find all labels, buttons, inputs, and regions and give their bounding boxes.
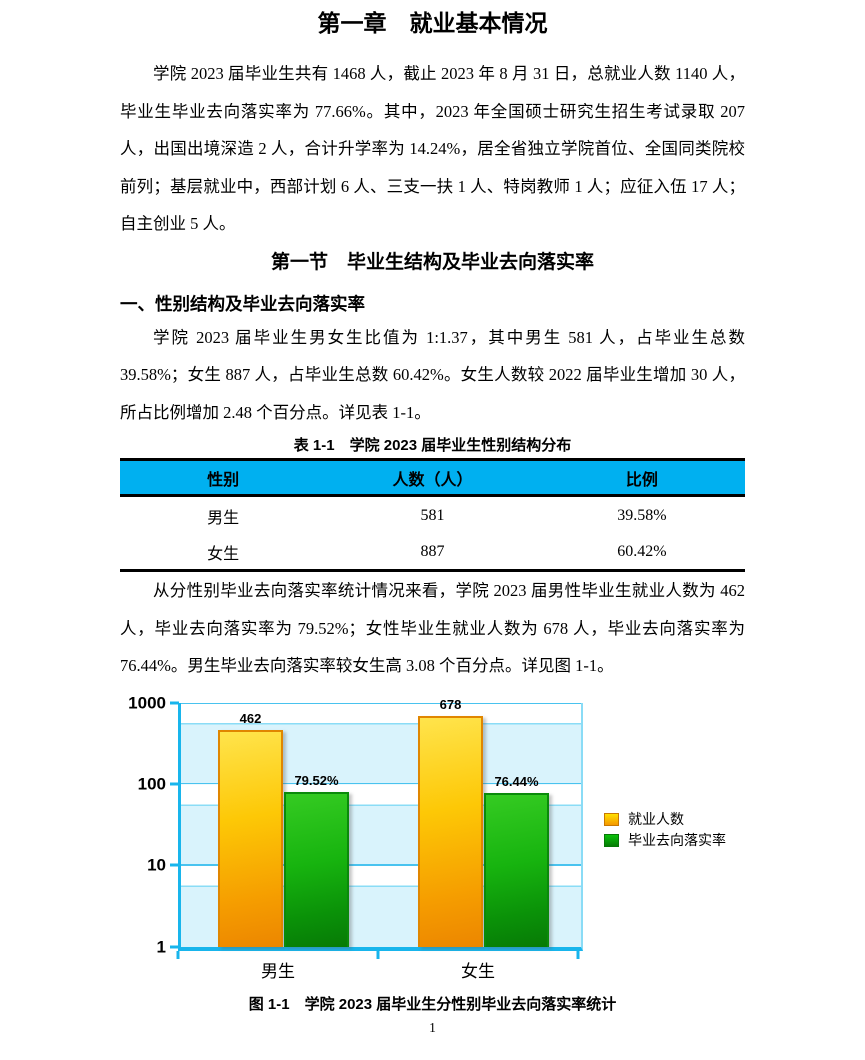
header-cell-count: 人数（人） [392,472,473,489]
y-tick-mark [170,701,179,704]
x-axis-label: 男生 [261,961,295,981]
table-cell: 39.58% [617,507,667,524]
gridline [181,702,581,704]
table-cell: 男生 [207,510,240,527]
table-cell: 887 [420,543,445,560]
y-tick-label: 10 [147,855,166,875]
chart-plot: 462 79.52% 678 76.44% [178,697,583,951]
bar-group-男生: 462 79.52% [181,703,381,947]
table-caption: 表 1-1 学院 2023 届毕业生性别结构分布 [293,437,572,454]
legend-label: 毕业去向落实率 [628,832,726,848]
y-tick-mark [170,945,179,948]
figure-1-1-chart: 1000 100 10 1 462 79.52% 678 76.44% 男生 女生 就业人数毕… [120,691,745,985]
bar-女生-就业人数 [418,716,483,947]
chart-legend: 就业人数毕业去向落实率 [604,809,726,851]
gridline [181,782,581,785]
bar-value-label: 462 [239,710,262,726]
legend-swatch-green [604,833,619,847]
y-tick-label: 1000 [128,693,166,712]
bar-group-女生: 678 76.44% [381,697,581,947]
subsection-title: 一、性别结构及毕业去向落实率 [120,293,365,314]
x-axis-labels: 男生 女生 [178,957,578,981]
bar-value-label: 678 [439,697,462,713]
bar-男生-就业人数 [218,729,283,947]
table-row: 女生 887 60.42% [120,533,745,571]
header-cell-gender: 性别 [207,472,240,489]
bar-value-label: 76.44% [494,774,539,790]
figure-caption: 图 1-1 学院 2023 届毕业生分性别毕业去向落实率统计 [248,995,617,1013]
x-axis-label: 女生 [461,961,495,981]
legend-swatch-orange [604,812,619,826]
gender-structure-table: 性别 人数（人） 比例 男生 581 39.58% 女生 887 60.42% [120,458,745,572]
table-header-row: 性别 人数（人） 比例 [120,459,745,496]
table-row: 男生 581 39.58% [120,496,745,534]
report-page: 第一章 就业基本情况 学院 2023 届毕业生共有 1468 人，截止 2023… [120,10,745,1013]
table-cell: 女生 [207,546,240,563]
legend-label: 就业人数 [628,811,684,827]
y-tick-label: 1 [156,937,166,956]
bar-value-label: 79.52% [294,772,339,788]
y-tick-mark [170,863,179,867]
table-cell: 581 [420,507,445,524]
legend-item: 毕业去向落实率 [604,830,726,851]
y-tick-mark [170,782,179,786]
gridline [181,864,581,866]
x-tick-mark [376,950,380,959]
page-number: 1 [429,1020,436,1035]
x-tick-mark [576,950,580,959]
x-axis-ticks [176,950,580,959]
paragraph-overview: 学院 2023 届毕业生共有 1468 人，截止 2023 年 8 月 31 日… [120,64,745,233]
bar-男生-毕业去向落实率 [284,791,349,947]
header-cell-ratio: 比例 [625,472,658,489]
table-cell: 60.42% [617,543,667,560]
bar-女生-毕业去向落实率 [484,793,549,947]
y-axis: 1000 100 10 1 [120,694,179,955]
paragraph-gender-employment: 从分性别毕业去向落实率统计情况来看，学院 2023 届男性毕业生就业人数为 46… [120,581,745,675]
x-tick-mark [176,950,180,959]
y-tick-label: 100 [137,774,166,794]
paragraph-gender-structure: 学院 2023 届毕业生男女生比值为 1:1.37，其中男生 581 人，占毕业… [120,327,745,422]
legend-item: 就业人数 [604,809,726,830]
section-title: 第一节 毕业生结构及毕业去向落实率 [270,251,594,273]
chapter-title: 第一章 就业基本情况 [317,10,548,36]
